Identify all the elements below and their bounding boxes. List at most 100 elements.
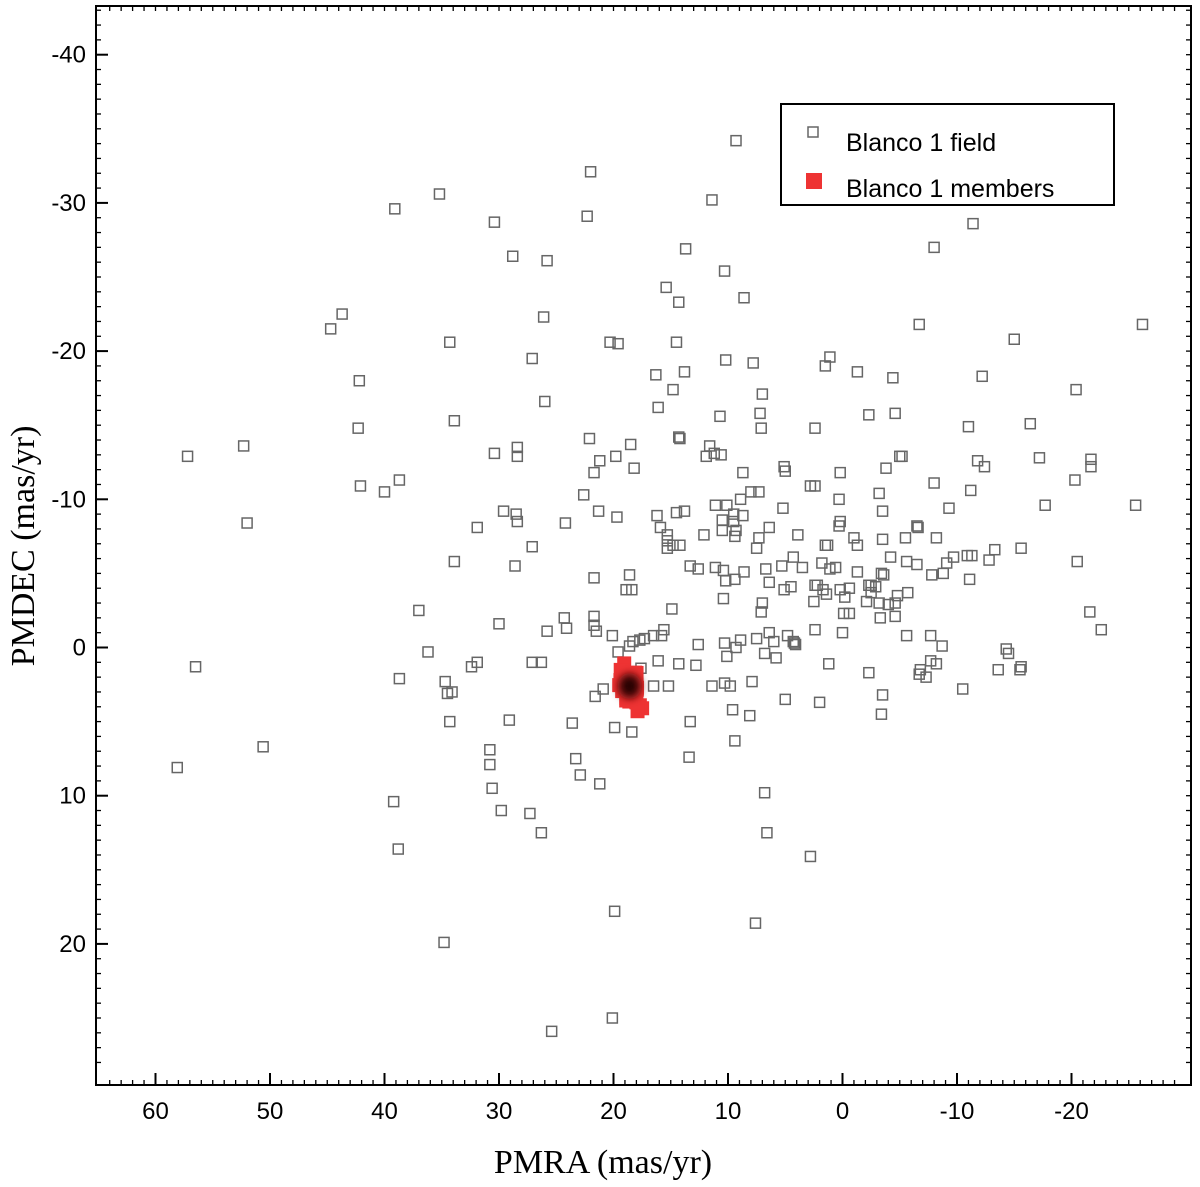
x-tick-label: 30 [486, 1098, 513, 1125]
field-point [833, 493, 845, 506]
field-point [804, 480, 817, 492]
field-point [788, 637, 801, 649]
field-point [726, 703, 739, 716]
field-point [1015, 542, 1027, 554]
field-point [324, 323, 337, 335]
field-point [670, 506, 683, 519]
field-point [829, 561, 842, 574]
field-point [495, 804, 508, 817]
field-point [652, 401, 664, 414]
field-point [652, 655, 664, 667]
field-point [488, 447, 501, 460]
field-point [588, 610, 600, 623]
field-point [719, 354, 732, 366]
field-point [758, 786, 771, 799]
field-point [257, 741, 269, 753]
field-point [763, 521, 775, 534]
field-point [875, 708, 888, 720]
field-point [928, 477, 940, 489]
field-point [727, 508, 740, 520]
field-point [352, 422, 364, 434]
legend-field-label: Blanco 1 field [846, 129, 996, 157]
field-point [863, 409, 875, 421]
legend: Blanco 1 field Blanco 1 members [780, 103, 1115, 206]
field-point [651, 509, 663, 522]
field-point [241, 517, 253, 529]
field-point [1129, 499, 1142, 511]
legend-members-marker [806, 173, 822, 189]
field-point [729, 530, 741, 543]
field-point [511, 515, 524, 528]
field-point [626, 583, 638, 596]
field-point [714, 410, 726, 423]
x-tick-label: 10 [715, 1098, 742, 1125]
field-point [737, 466, 749, 479]
field-point [684, 560, 696, 572]
field-point [511, 441, 524, 454]
field-point [611, 511, 623, 523]
field-point [537, 311, 550, 323]
field-point [624, 438, 637, 451]
field-point [956, 683, 969, 695]
field-point [574, 769, 587, 781]
field-point [971, 455, 984, 467]
field-point [819, 360, 832, 372]
field-point [171, 761, 184, 774]
field-point [821, 539, 834, 551]
field-point [730, 524, 742, 537]
field-point [526, 540, 538, 553]
field-point [559, 517, 572, 529]
field-point [1085, 453, 1097, 466]
x-tick-label: 50 [257, 1098, 284, 1125]
y-tick-label: 20 [59, 931, 86, 958]
field-point [526, 656, 538, 669]
field-point [777, 502, 789, 514]
field-point [577, 489, 590, 501]
field-point [647, 680, 660, 692]
field-point [851, 566, 864, 578]
field-point [541, 625, 553, 637]
field-point [448, 415, 461, 427]
field-point [887, 372, 899, 384]
y-tick-label: -10 [51, 486, 86, 513]
field-point [465, 661, 478, 673]
field-point [745, 486, 757, 498]
field-point [626, 726, 638, 738]
field-point [493, 618, 505, 630]
field-point [737, 509, 749, 522]
field-point [884, 551, 897, 563]
field-point [763, 626, 775, 639]
field-point [690, 659, 702, 672]
field-point [721, 650, 733, 663]
field-point [393, 672, 406, 685]
field-point [623, 569, 636, 581]
field-point [877, 569, 890, 581]
field-point [718, 265, 731, 277]
field-point [535, 827, 548, 839]
field-point [387, 795, 400, 808]
field-point [779, 465, 791, 477]
field-point [667, 383, 679, 396]
field-point [628, 462, 640, 474]
field-point [506, 250, 519, 263]
y-tick-label: 0 [73, 635, 86, 662]
field-point [660, 281, 672, 294]
field-point [1002, 647, 1015, 660]
field-point [730, 134, 742, 147]
field-point [717, 592, 730, 605]
field-point [698, 529, 710, 541]
field-point [706, 680, 718, 692]
field-point [719, 575, 732, 587]
field-point [439, 675, 451, 688]
x-tick-label: 0 [836, 1098, 849, 1125]
field-point [889, 597, 901, 609]
field-point [673, 296, 685, 308]
field-point [583, 432, 596, 445]
field-point [700, 450, 712, 463]
field-point [816, 557, 828, 569]
field-point [823, 658, 835, 670]
field-point [503, 714, 516, 726]
field-point [730, 641, 742, 654]
field-point [718, 637, 731, 649]
